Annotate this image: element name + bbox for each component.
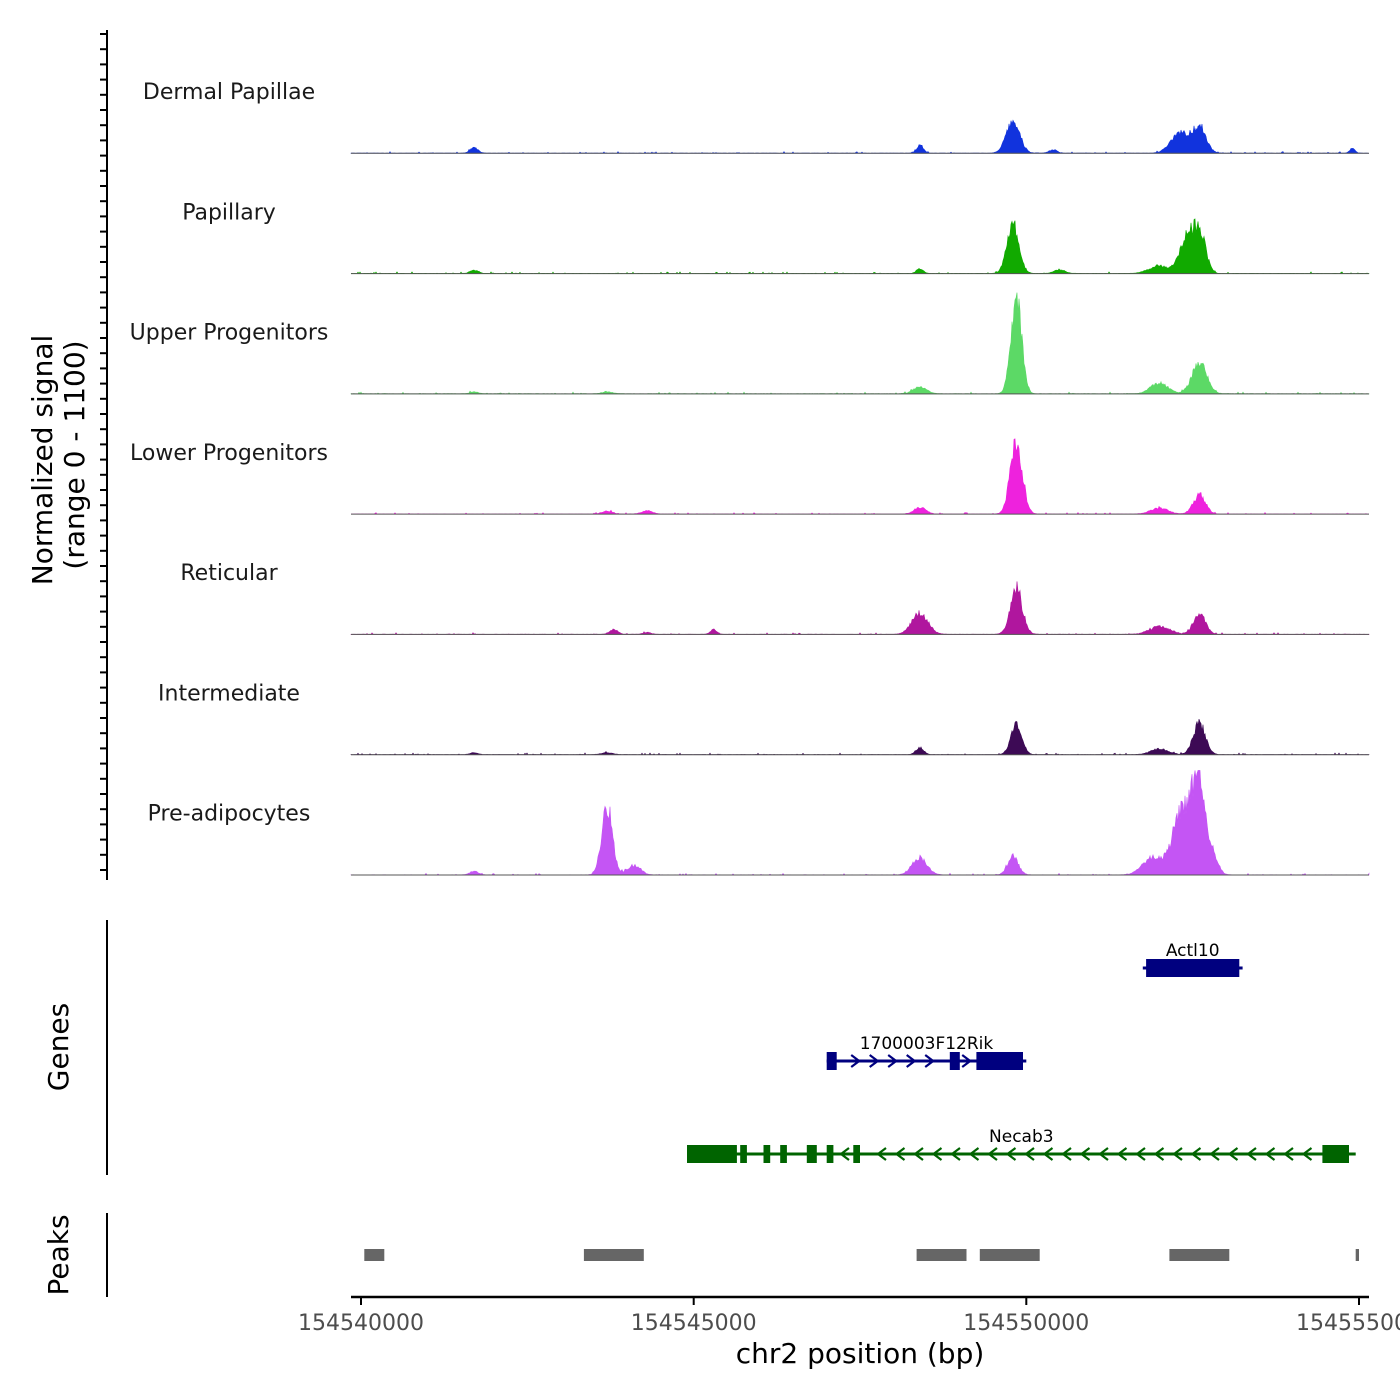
y-axis-title: Normalized signal	[26, 335, 59, 586]
strand-chevron	[1227, 1147, 1239, 1161]
gene-exon	[763, 1145, 771, 1163]
track-label: Upper Progenitors	[130, 321, 329, 346]
gene-exon	[780, 1145, 787, 1163]
x-tick-label: 154550000	[963, 1311, 1089, 1336]
gene-actl10: Actl10	[1142, 941, 1243, 977]
coverage-y-ticks	[100, 33, 107, 871]
gene-exon	[1322, 1145, 1349, 1163]
strand-chevron	[1153, 1147, 1165, 1161]
strand-chevron	[894, 1147, 906, 1161]
strand-chevron	[1283, 1147, 1294, 1161]
strand-chevron	[1005, 1147, 1017, 1161]
gene-necab3: Necab3	[687, 1127, 1356, 1163]
strand-chevron	[1024, 1147, 1035, 1161]
strand-chevron	[850, 1054, 862, 1068]
gene-exon	[949, 1052, 960, 1070]
strand-chevron	[839, 1147, 850, 1161]
strand-chevron	[1135, 1147, 1146, 1161]
strand-chevron	[869, 1054, 880, 1068]
track-pre-adipocytes: Pre-adipocytes	[148, 770, 1370, 876]
strand-chevron	[887, 1054, 899, 1068]
track-label: Reticular	[180, 561, 278, 586]
track-dermal-papillae: Dermal Papillae	[143, 80, 1369, 154]
gene-label: Necab3	[989, 1127, 1054, 1147]
strand-chevron	[1172, 1147, 1183, 1161]
peak-region	[916, 1249, 967, 1261]
track-label: Lower Progenitors	[130, 441, 328, 466]
gene-label: Actl10	[1166, 941, 1220, 961]
coverage-tracks: Dermal Papillae Papillary Upper Progenitor…	[130, 80, 1370, 876]
peak-regions	[364, 1249, 1359, 1261]
gene-label: 1700003F12Rik	[860, 1034, 994, 1054]
strand-chevron	[1061, 1147, 1072, 1161]
peaks-panel: Peaks	[42, 1213, 1359, 1297]
signal-area-upper-progenitors	[350, 292, 1370, 395]
strand-chevron	[913, 1147, 924, 1161]
x-axis-title: chr2 position (bp)	[736, 1337, 985, 1370]
gene-1700003f12rik: 1700003F12Rik	[826, 1034, 1027, 1070]
strand-chevron	[987, 1147, 998, 1161]
signal-area-reticular	[350, 581, 1370, 635]
x-tick-label: 154545000	[631, 1311, 757, 1336]
genes-panel: Genes Actl10 1700003F12Rik Necab3	[42, 920, 1356, 1175]
track-lower-progenitors: Lower Progenitors	[130, 438, 1369, 515]
strand-chevron	[1301, 1147, 1313, 1161]
x-tick-label: 154540000	[298, 1311, 424, 1336]
track-label: Intermediate	[158, 681, 300, 706]
gene-exon	[740, 1145, 747, 1163]
gene-exon	[826, 1145, 834, 1163]
track-label: Dermal Papillae	[143, 80, 315, 105]
track-label: Papillary	[182, 200, 276, 225]
signal-area-lower-progenitors	[351, 438, 1369, 515]
strand-chevron	[906, 1054, 917, 1068]
strand-chevron	[1116, 1147, 1128, 1161]
peak-region	[364, 1249, 385, 1261]
strand-chevron	[968, 1147, 980, 1161]
x-tick-label: 154555000	[1296, 1311, 1400, 1336]
gene-exon	[826, 1052, 837, 1070]
track-label: Pre-adipocytes	[148, 802, 311, 827]
track-upper-progenitors: Upper Progenitors	[130, 292, 1370, 395]
strand-chevron	[876, 1147, 887, 1161]
strand-chevron	[1264, 1147, 1276, 1161]
x-axis-ticks: 154540000 154545000 154550000 154555000	[298, 1297, 1400, 1336]
gene-exon	[806, 1145, 817, 1163]
track-papillary: Papillary	[182, 200, 1370, 275]
peak-region	[583, 1249, 644, 1261]
peak-region	[979, 1249, 1040, 1261]
track-intermediate: Intermediate	[158, 681, 1370, 756]
signal-area-pre-adipocytes	[350, 770, 1370, 876]
peak-region	[1169, 1249, 1230, 1261]
y-axis-range-title: (range 0 - 1100)	[58, 340, 91, 569]
strand-chevron	[1079, 1147, 1091, 1161]
strand-chevron	[924, 1054, 936, 1068]
gene-models: Actl10 1700003F12Rik Necab3	[687, 941, 1356, 1163]
signal-area-papillary	[350, 218, 1370, 275]
strand-chevron	[1246, 1147, 1257, 1161]
strand-chevron	[1042, 1147, 1054, 1161]
genes-panel-title: Genes	[42, 1003, 75, 1091]
strand-chevron	[961, 1054, 973, 1068]
signal-area-dermal-papillae	[350, 119, 1369, 154]
gene-exon	[853, 1145, 860, 1163]
peak-region	[1355, 1249, 1359, 1261]
x-axis: 154540000 154545000 154550000 154555000 chr…	[298, 1295, 1400, 1370]
gene-exon	[687, 1145, 737, 1163]
strand-chevron	[1190, 1147, 1202, 1161]
peaks-panel-title: Peaks	[42, 1214, 75, 1295]
coverage-panel: Dermal Papillae Papillary Upper Progenitor…	[26, 30, 1370, 880]
strand-chevron	[950, 1147, 961, 1161]
track-reticular: Reticular	[180, 561, 1370, 635]
strand-chevron	[1209, 1147, 1220, 1161]
gene-exon	[1146, 959, 1240, 977]
strand-chevron	[931, 1147, 943, 1161]
signal-area-intermediate	[350, 718, 1370, 756]
gene-exon	[976, 1052, 1023, 1070]
strand-chevron	[1098, 1147, 1109, 1161]
